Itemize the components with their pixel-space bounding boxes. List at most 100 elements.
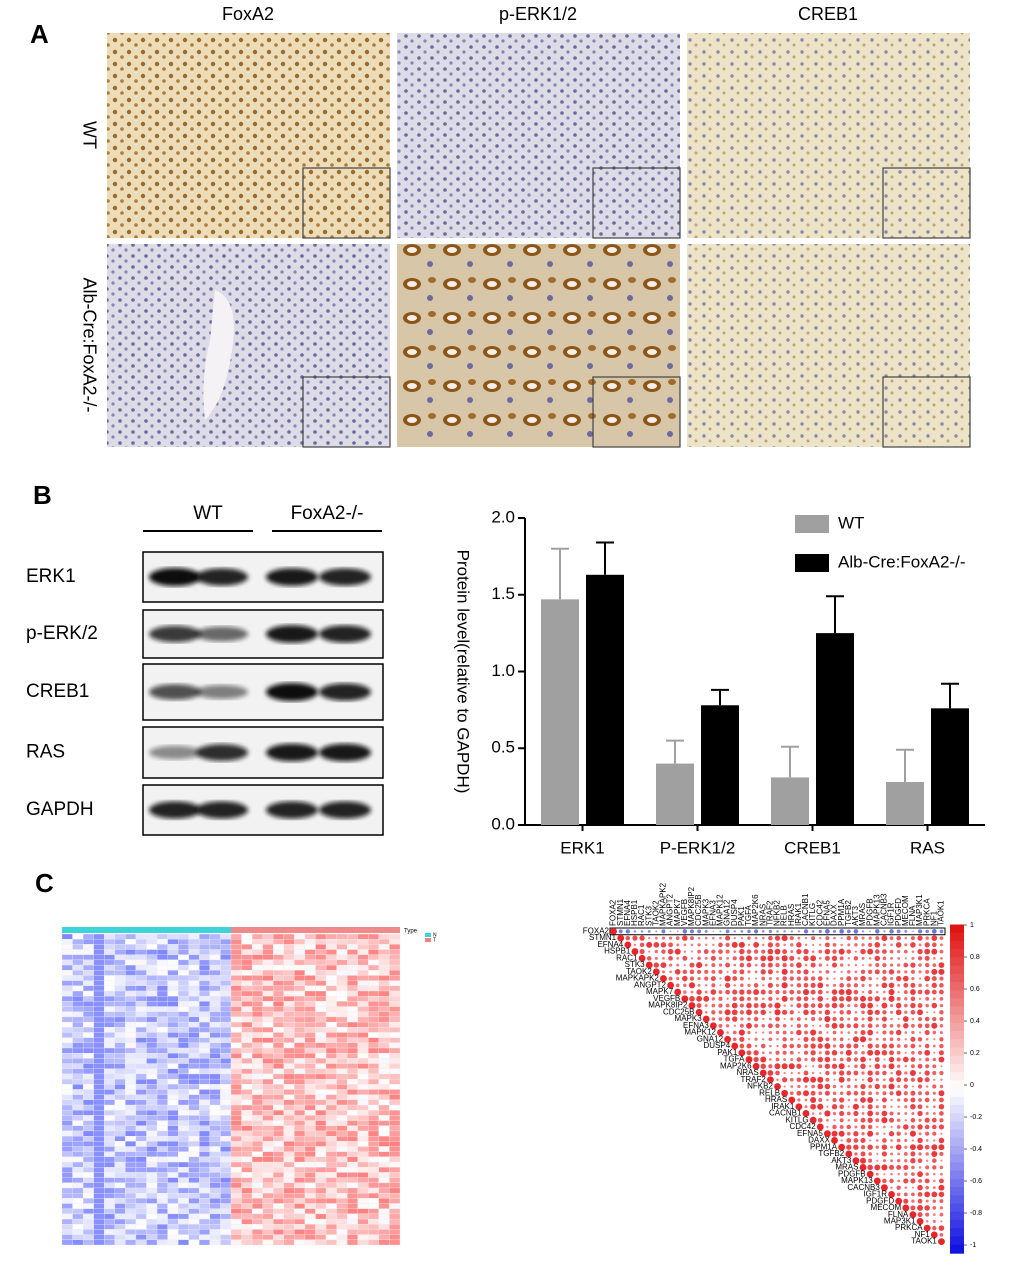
heat-cell	[283, 1182, 295, 1189]
corr-dot	[788, 1063, 795, 1070]
heat-cell	[104, 964, 115, 971]
corr-dot	[896, 1138, 901, 1143]
corr-dot	[881, 1097, 887, 1103]
heat-cell	[61, 1218, 73, 1225]
corr-dot	[667, 948, 674, 955]
corr-dot	[904, 1065, 908, 1068]
corr-dot	[768, 929, 773, 934]
heat-cell	[368, 1089, 380, 1095]
corr-dot	[860, 948, 866, 955]
corr-dot	[789, 989, 795, 995]
corr-dot	[882, 1159, 886, 1163]
corr-dot	[853, 1043, 859, 1049]
heat-cell	[283, 944, 295, 950]
y-tick-label: 0.0	[491, 814, 515, 833]
heat-cell	[61, 1224, 73, 1230]
corr-dot	[724, 1035, 732, 1043]
corr-dot	[924, 1070, 930, 1076]
heat-cell	[199, 1136, 211, 1142]
corr-dot	[910, 982, 916, 988]
heat-cell	[325, 1151, 337, 1158]
heat-cell	[273, 1110, 284, 1116]
heat-cell	[230, 1141, 242, 1147]
heat-cell	[61, 985, 73, 992]
heat-cell	[368, 1161, 380, 1168]
heat-cell	[209, 1001, 221, 1007]
corr-dot	[918, 1132, 922, 1136]
heat-cell	[378, 1136, 390, 1142]
corr-dot	[775, 1023, 780, 1028]
heat-cell	[389, 1141, 401, 1147]
heat-cell	[125, 1089, 137, 1095]
heat-cell	[273, 1037, 284, 1043]
heat-cell	[146, 1182, 158, 1189]
heat-cell	[125, 1229, 137, 1235]
heat-cell	[241, 1125, 253, 1132]
heat-cell	[389, 933, 401, 940]
heat-cell	[294, 1224, 306, 1230]
corr-dot	[925, 929, 929, 934]
heat-cell	[167, 1053, 179, 1059]
heat-cell	[304, 1120, 316, 1126]
heat-cell	[336, 1037, 348, 1043]
corr-dot	[853, 929, 859, 934]
heat-cell	[262, 975, 274, 981]
corr-dot	[747, 936, 751, 940]
corr-dot	[938, 1050, 944, 1056]
corr-dot	[895, 1144, 902, 1151]
heat-cell	[72, 975, 84, 981]
heat-cell	[178, 990, 189, 997]
heat-cell	[262, 964, 274, 971]
corr-dot	[876, 1098, 879, 1102]
heat-cell	[241, 1203, 253, 1209]
heat-cell	[315, 1115, 327, 1121]
heat-cell	[241, 1115, 253, 1121]
heat-cell	[188, 980, 200, 986]
heat-cell	[251, 949, 263, 955]
heat-cell	[156, 1167, 168, 1173]
heat-cell	[230, 975, 242, 981]
heat-cell	[241, 1182, 253, 1189]
heat-cell	[72, 1001, 84, 1007]
heat-cell	[82, 1167, 94, 1173]
corr-dot	[840, 1085, 844, 1088]
heat-cell	[82, 959, 94, 966]
band	[266, 683, 318, 701]
heat-cell	[283, 990, 295, 997]
heat-cell	[167, 1021, 179, 1028]
heat-cell	[135, 949, 147, 955]
heat-cell	[220, 1042, 232, 1049]
ihc-image	[397, 33, 680, 238]
corr-dot	[882, 962, 887, 968]
corr-dot	[647, 929, 651, 933]
error-bar	[666, 739, 684, 764]
heat-cell	[167, 1068, 179, 1075]
heat-cell	[135, 970, 147, 976]
heat-cell	[304, 1234, 316, 1240]
heat-cell	[135, 939, 147, 945]
heat-cell	[167, 1084, 179, 1090]
corr-dot	[896, 1044, 901, 1048]
corr-dot	[639, 949, 645, 955]
corr-dot	[846, 1124, 851, 1130]
corr-dot	[847, 1105, 850, 1108]
heat-cell	[378, 1141, 390, 1147]
heat-cell	[347, 1068, 358, 1075]
corr-dot	[725, 1024, 730, 1028]
heat-cell	[347, 1125, 358, 1132]
heat-cell	[230, 964, 242, 971]
heat-cell	[61, 1006, 73, 1012]
corr-dot	[890, 1172, 893, 1176]
corr-dot	[932, 1057, 937, 1062]
corr-dot	[818, 1097, 823, 1102]
corr-dot	[939, 943, 943, 947]
corr-dot	[846, 1090, 852, 1096]
corr-dot	[925, 1212, 930, 1217]
heat-cell	[389, 944, 401, 950]
row-label: WT	[79, 121, 99, 149]
heat-cell	[378, 944, 390, 950]
heat-cell	[389, 1224, 401, 1230]
heat-cell	[283, 1110, 295, 1116]
heat-cell	[357, 1187, 369, 1194]
heat-cell	[347, 1208, 358, 1215]
